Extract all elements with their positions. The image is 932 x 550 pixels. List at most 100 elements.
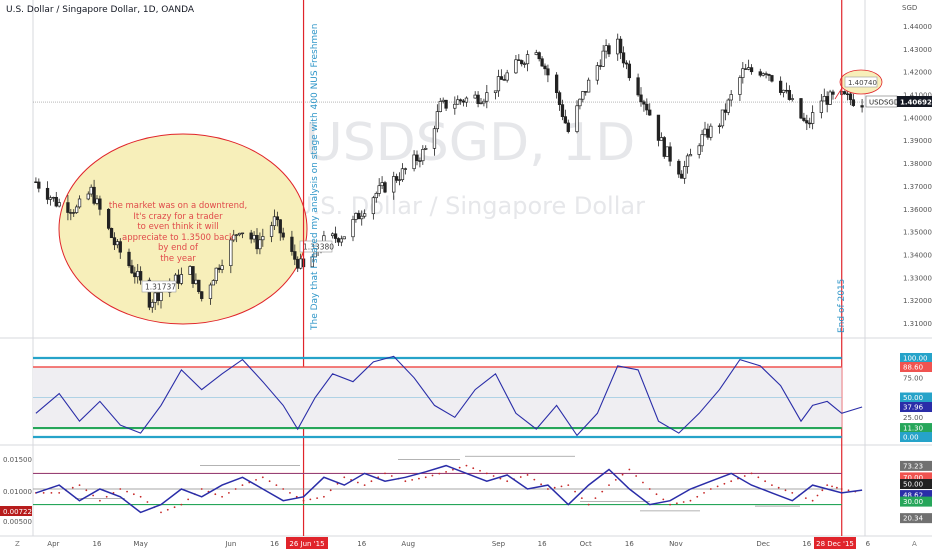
candle-body (95, 198, 99, 204)
mid-label[interactable]: 1.33380 (299, 240, 334, 253)
candle (575, 100, 579, 134)
osc2-signal-dot (784, 489, 787, 492)
candle (810, 105, 815, 130)
candle (738, 75, 742, 101)
candle-body (770, 75, 774, 82)
candle (665, 146, 669, 157)
price-tick: 1.43000 (903, 46, 932, 54)
candle (383, 180, 387, 194)
candle (432, 125, 437, 156)
candle-body (851, 99, 856, 106)
candle-body (130, 265, 134, 274)
candle (342, 236, 346, 240)
candle-body (842, 91, 847, 95)
osc2-signal-dot (655, 493, 658, 496)
candle (595, 62, 600, 85)
candle-body (138, 271, 143, 281)
price-axis[interactable]: 1.44000 1.43000 1.42000 1.41000 1.40000 1.390… (903, 23, 932, 328)
ellipse-annotation-text: the market was on a downtrend, It's craz… (104, 201, 252, 264)
candle-body (217, 267, 221, 270)
candle-body (540, 58, 544, 67)
candle-body (453, 103, 457, 109)
price-tick: 1.31000 (903, 320, 932, 328)
candle (240, 232, 245, 239)
candle-body (778, 80, 783, 93)
target-label[interactable]: 1.40740 (834, 69, 883, 100)
osc2-signal-dot (42, 492, 45, 494)
candle-body (639, 94, 643, 103)
candle-body (208, 284, 213, 299)
candle-body (810, 112, 815, 124)
candle (127, 248, 131, 268)
candle-body (819, 100, 824, 113)
ellipse-text-line: by end of (157, 243, 199, 253)
candle (662, 136, 666, 159)
candle (560, 99, 565, 121)
osc2-axis-label: 30.00 (903, 498, 923, 506)
candle-body (109, 227, 114, 239)
candle-body (648, 109, 652, 116)
candle-body (45, 187, 50, 200)
candle-body (74, 206, 79, 213)
target-label-text: 1.40740 (848, 79, 877, 87)
osc1-axis-label: 50.00 (903, 394, 923, 402)
osc2-signal-dot (485, 472, 488, 475)
candle (700, 129, 704, 152)
osc2-signal-dot (71, 486, 74, 489)
candle-body (275, 216, 280, 221)
osc2-axis-badge (900, 460, 932, 471)
time-tick: 6 (866, 540, 871, 548)
osc2-signal-dot (275, 484, 278, 486)
candle-body (621, 52, 626, 64)
candle-body (191, 266, 195, 284)
osc2-signal-dot (506, 480, 509, 483)
candle-body (432, 128, 437, 149)
candle (310, 254, 314, 268)
osc1-line[interactable] (35, 355, 863, 437)
osc1-axis-label: 11.30 (903, 425, 923, 433)
candle-body (566, 122, 570, 132)
candle (639, 87, 643, 107)
osc2-signal-dot (465, 464, 468, 467)
candle-body (188, 266, 192, 275)
osc2-signal-dot (553, 486, 556, 489)
candle-body (234, 234, 239, 236)
candle (86, 191, 90, 201)
osc2-signal-dot (139, 495, 142, 498)
candle-body (764, 73, 768, 75)
time-badge-1: 26 Jun '15 (286, 537, 328, 549)
candle-body (360, 215, 364, 220)
candle-body (642, 101, 646, 105)
osc2-signal-dot (431, 474, 434, 477)
low-label[interactable]: 1.31737 (141, 280, 177, 293)
candle-body (179, 274, 184, 284)
candle (54, 191, 58, 208)
candle-body (656, 114, 661, 141)
candle-body (822, 96, 826, 102)
candle-body (601, 50, 605, 67)
osc2-signal-dot (418, 477, 420, 480)
candle (578, 98, 582, 110)
candle (656, 114, 661, 147)
candles[interactable] (34, 33, 864, 313)
candle (741, 62, 745, 84)
candle-body (522, 63, 527, 65)
candle-body (444, 99, 448, 109)
osc2-signal-dot (648, 488, 651, 490)
candle-body (92, 186, 96, 204)
osc2-signal-dot (608, 484, 610, 486)
osc2-line[interactable] (35, 464, 863, 514)
time-axis[interactable]: Apr 16 May Jun 16 16 Aug Sep 16 Oct 16 Nov Dec 16 6 (47, 540, 870, 548)
osc1-axis-badge (900, 362, 932, 373)
osc2-signal-dot (50, 492, 53, 494)
candle (720, 109, 725, 129)
candle-body (636, 77, 640, 96)
mid-label-text: 1.33380 (303, 243, 334, 252)
osc2-signal-dot (621, 473, 624, 476)
osc2-signal-dot (479, 469, 481, 472)
osc2-signal-dot (628, 468, 631, 471)
downtrend-ellipse[interactable] (58, 133, 308, 325)
osc2-axis-badge (900, 490, 932, 501)
osc2-signal-dot (323, 495, 325, 498)
